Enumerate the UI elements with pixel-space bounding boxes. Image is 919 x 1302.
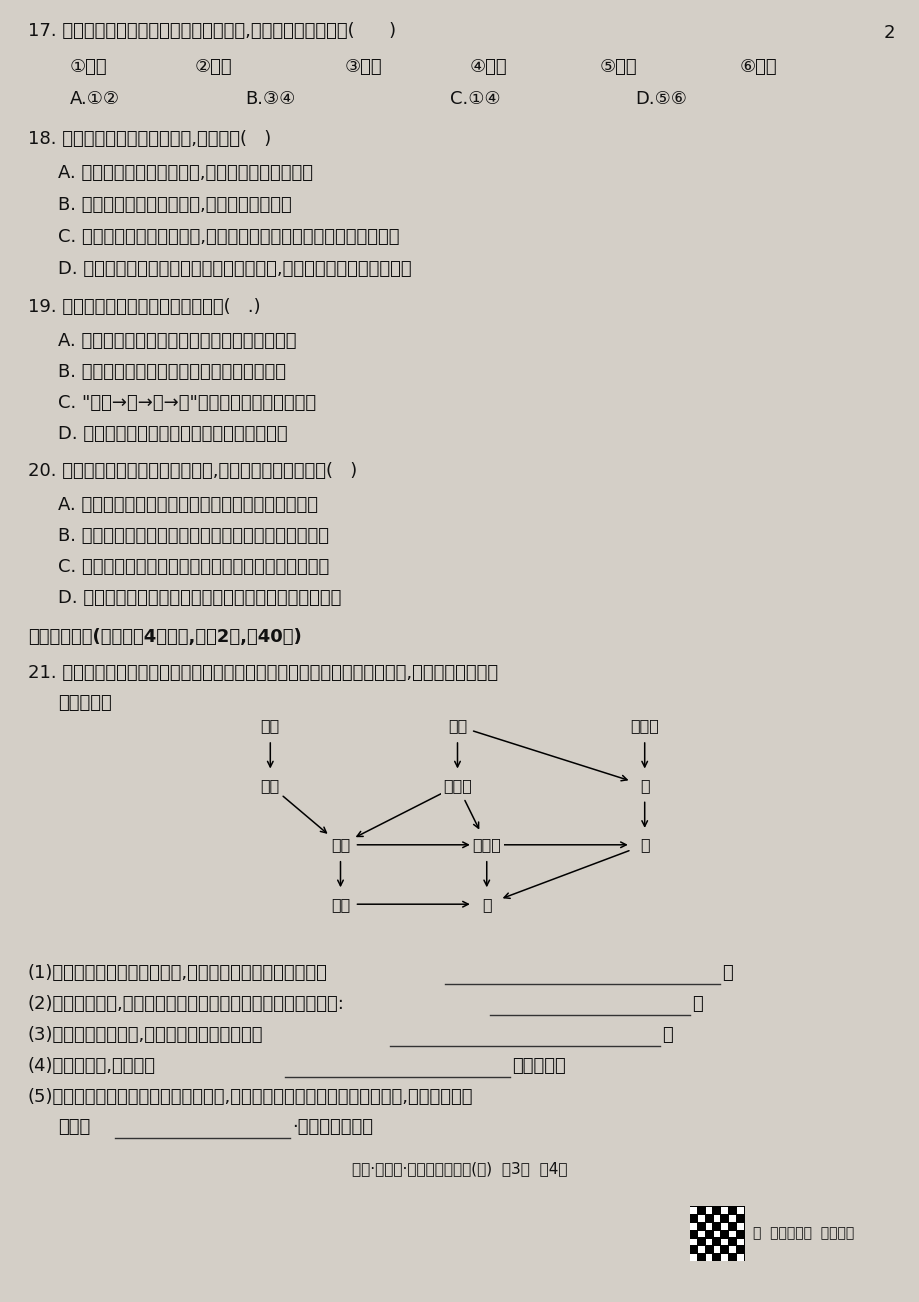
Text: 20. 生物圈是地球上最大的生态系统,下列有关叙述正确的是(   ): 20. 生物圈是地球上最大的生态系统,下列有关叙述正确的是( ) (28, 462, 357, 480)
Text: 由  扫描全能王  扫描创建: 由 扫描全能王 扫描创建 (752, 1226, 854, 1240)
Bar (713, 1246, 720, 1253)
Text: ①目的: ①目的 (70, 59, 108, 76)
Bar (713, 1215, 720, 1221)
Text: C. "阳光→草→鼠→狐"可称为一条完整的食物链: C. "阳光→草→鼠→狐"可称为一条完整的食物链 (58, 395, 316, 411)
Bar (705, 1223, 711, 1229)
Text: 松毛虫: 松毛虫 (443, 777, 471, 793)
Bar (720, 1238, 727, 1245)
Bar (689, 1223, 696, 1229)
Bar (689, 1206, 744, 1262)
Bar (698, 1215, 704, 1221)
Text: ⑤样本: ⑤样本 (599, 59, 637, 76)
Text: 系统的: 系统的 (58, 1118, 90, 1137)
Bar (736, 1223, 743, 1229)
Text: 鼠: 鼠 (640, 777, 649, 793)
Text: ·能力来实现的。: ·能力来实现的。 (291, 1118, 372, 1137)
Text: 灰喜鹊: 灰喜鹊 (471, 837, 501, 853)
Text: 2: 2 (882, 23, 894, 42)
Bar (720, 1254, 727, 1262)
Bar (698, 1230, 704, 1237)
Text: 18. 下列关于生物与环境的叙述,错误的是(   ): 18. 下列关于生物与环境的叙述,错误的是( ) (28, 130, 271, 148)
Bar (689, 1207, 696, 1213)
Bar (736, 1238, 743, 1245)
Text: A.①②: A.①② (70, 90, 119, 108)
Bar (729, 1215, 735, 1221)
Bar (729, 1246, 735, 1253)
Text: B. 生物所生活的环境是指阳光、温度、水等非生物因素: B. 生物所生活的环境是指阳光、温度、水等非生物因素 (58, 527, 329, 546)
Text: A. 生态系统一般都由非生物成分和生物成分组成: A. 生态系统一般都由非生物成分和生物成分组成 (58, 332, 296, 350)
Text: A. 生物圈是由地球上所有生物及它们生活的环境组成: A. 生物圈是由地球上所有生物及它们生活的环境组成 (58, 496, 318, 514)
Bar (720, 1207, 727, 1213)
Text: D. 生物之间的捕食和竞争会使大量个体死亡,这不利于物种的生存与发展: D. 生物之间的捕食和竞争会使大量个体死亡,这不利于物种的生存与发展 (58, 260, 411, 279)
Text: ②范围: ②范围 (195, 59, 233, 76)
Bar (689, 1238, 696, 1245)
Text: ⑥方法: ⑥方法 (739, 59, 777, 76)
Text: B. 太阳能是所有生物生命活动能量的最终来源: B. 太阳能是所有生物生命活动能量的最终来源 (58, 363, 286, 381)
Text: 狗尾草: 狗尾草 (630, 719, 658, 733)
Text: A. 生物都能适应生存的环境,也以不同方式影响环境: A. 生物都能适应生存的环境,也以不同方式影响环境 (58, 164, 312, 182)
Text: 。: 。 (691, 995, 702, 1013)
Text: B.③④: B.③④ (244, 90, 295, 108)
Text: 下列问题：: 下列问题： (58, 694, 111, 712)
Text: (3)如图所示食物网中,体内没有脊柱的消费者是: (3)如图所示食物网中,体内没有脊柱的消费者是 (28, 1026, 263, 1044)
Text: D.⑤⑥: D.⑤⑥ (634, 90, 686, 108)
Text: 。: 。 (721, 963, 732, 982)
Text: B. 生活在同一环境中的生物,既有互助也有斗争: B. 生活在同一环境中的生物,既有互助也有斗争 (58, 197, 291, 214)
Text: (4)请你数一数,图中共有: (4)请你数一数,图中共有 (28, 1057, 156, 1075)
Text: 栎树: 栎树 (260, 719, 279, 733)
Text: C. 生物圈中的生物就是指各种大型动物和绿色开花植物: C. 生物圈中的生物就是指各种大型动物和绿色开花植物 (58, 559, 329, 575)
Bar (705, 1207, 711, 1213)
Bar (713, 1230, 720, 1237)
Text: C. 阳光对植物有决定性影响,进而直接或间接地影响动物的生活和分布: C. 阳光对植物有决定性影响,进而直接或间接地影响动物的生活和分布 (58, 228, 399, 246)
Bar (736, 1254, 743, 1262)
Bar (705, 1238, 711, 1245)
Text: 17. 当我们对某地区生物分布状况做调查时,首先应该明确调查的(      ): 17. 当我们对某地区生物分布状况做调查时,首先应该明确调查的( ) (28, 22, 396, 40)
Bar (698, 1246, 704, 1253)
Text: 蛇: 蛇 (640, 837, 649, 853)
Text: D. 生物圈的各组成部分之间通过食物链和食物网密切联系: D. 生物圈的各组成部分之间通过食物链和食物网密切联系 (58, 589, 341, 607)
Text: 鹰: 鹰 (482, 897, 491, 911)
Text: 黄雀: 黄雀 (331, 897, 350, 911)
Bar (705, 1254, 711, 1262)
Text: 蜘蛛: 蜘蛛 (331, 837, 350, 853)
Text: 赤松: 赤松 (448, 719, 467, 733)
Text: 。: 。 (662, 1026, 672, 1044)
Text: 叶蝉: 叶蝉 (260, 777, 279, 793)
Text: (1)从组成生态系统的成分分析,图中没有表示出的生物成分是: (1)从组成生态系统的成分分析,图中没有表示出的生物成分是 (28, 963, 327, 982)
Text: 条食物链。: 条食物链。 (512, 1057, 565, 1075)
Bar (729, 1230, 735, 1237)
Text: 19. 下列有关生态系统的叙述错误的是(   .): 19. 下列有关生态系统的叙述错误的是( .) (28, 298, 260, 316)
Text: C.①④: C.①④ (449, 90, 500, 108)
Bar (736, 1207, 743, 1213)
Text: 二、非选择题(本大题共4个小题,每空2分,共40分): 二、非选择题(本大题共4个小题,每空2分,共40分) (28, 628, 301, 646)
Bar (720, 1223, 727, 1229)
Text: D. 大气中的碳通过光合作用进入绿色植物体内: D. 大气中的碳通过光合作用进入绿色植物体内 (58, 424, 288, 443)
Text: ③方案: ③方案 (345, 59, 382, 76)
Text: 21. 下面是某校生物课外科技活动小组调查学校周边环境后绘制的食物网图解,请据图解分析回答: 21. 下面是某校生物课外科技活动小组调查学校周边环境后绘制的食物网图解,请据图… (28, 664, 497, 682)
Text: ④对象: ④对象 (470, 59, 507, 76)
Text: (5)该生态系统在没有人为干扰的情况下,蛇与灰喜鹊的数量能够保持相对稳定,这是通过生态: (5)该生态系统在没有人为干扰的情况下,蛇与灰喜鹊的数量能够保持相对稳定,这是通… (28, 1088, 473, 1105)
Text: (2)该生态系统中,各种生物进行生命活动所需能量的最终来源是:: (2)该生态系统中,各种生物进行生命活动所需能量的最终来源是: (28, 995, 345, 1013)
Text: 安徽·人教版·七年级生物月考(二)  第3页  共4页: 安徽·人教版·七年级生物月考(二) 第3页 共4页 (352, 1161, 567, 1176)
Bar (689, 1254, 696, 1262)
